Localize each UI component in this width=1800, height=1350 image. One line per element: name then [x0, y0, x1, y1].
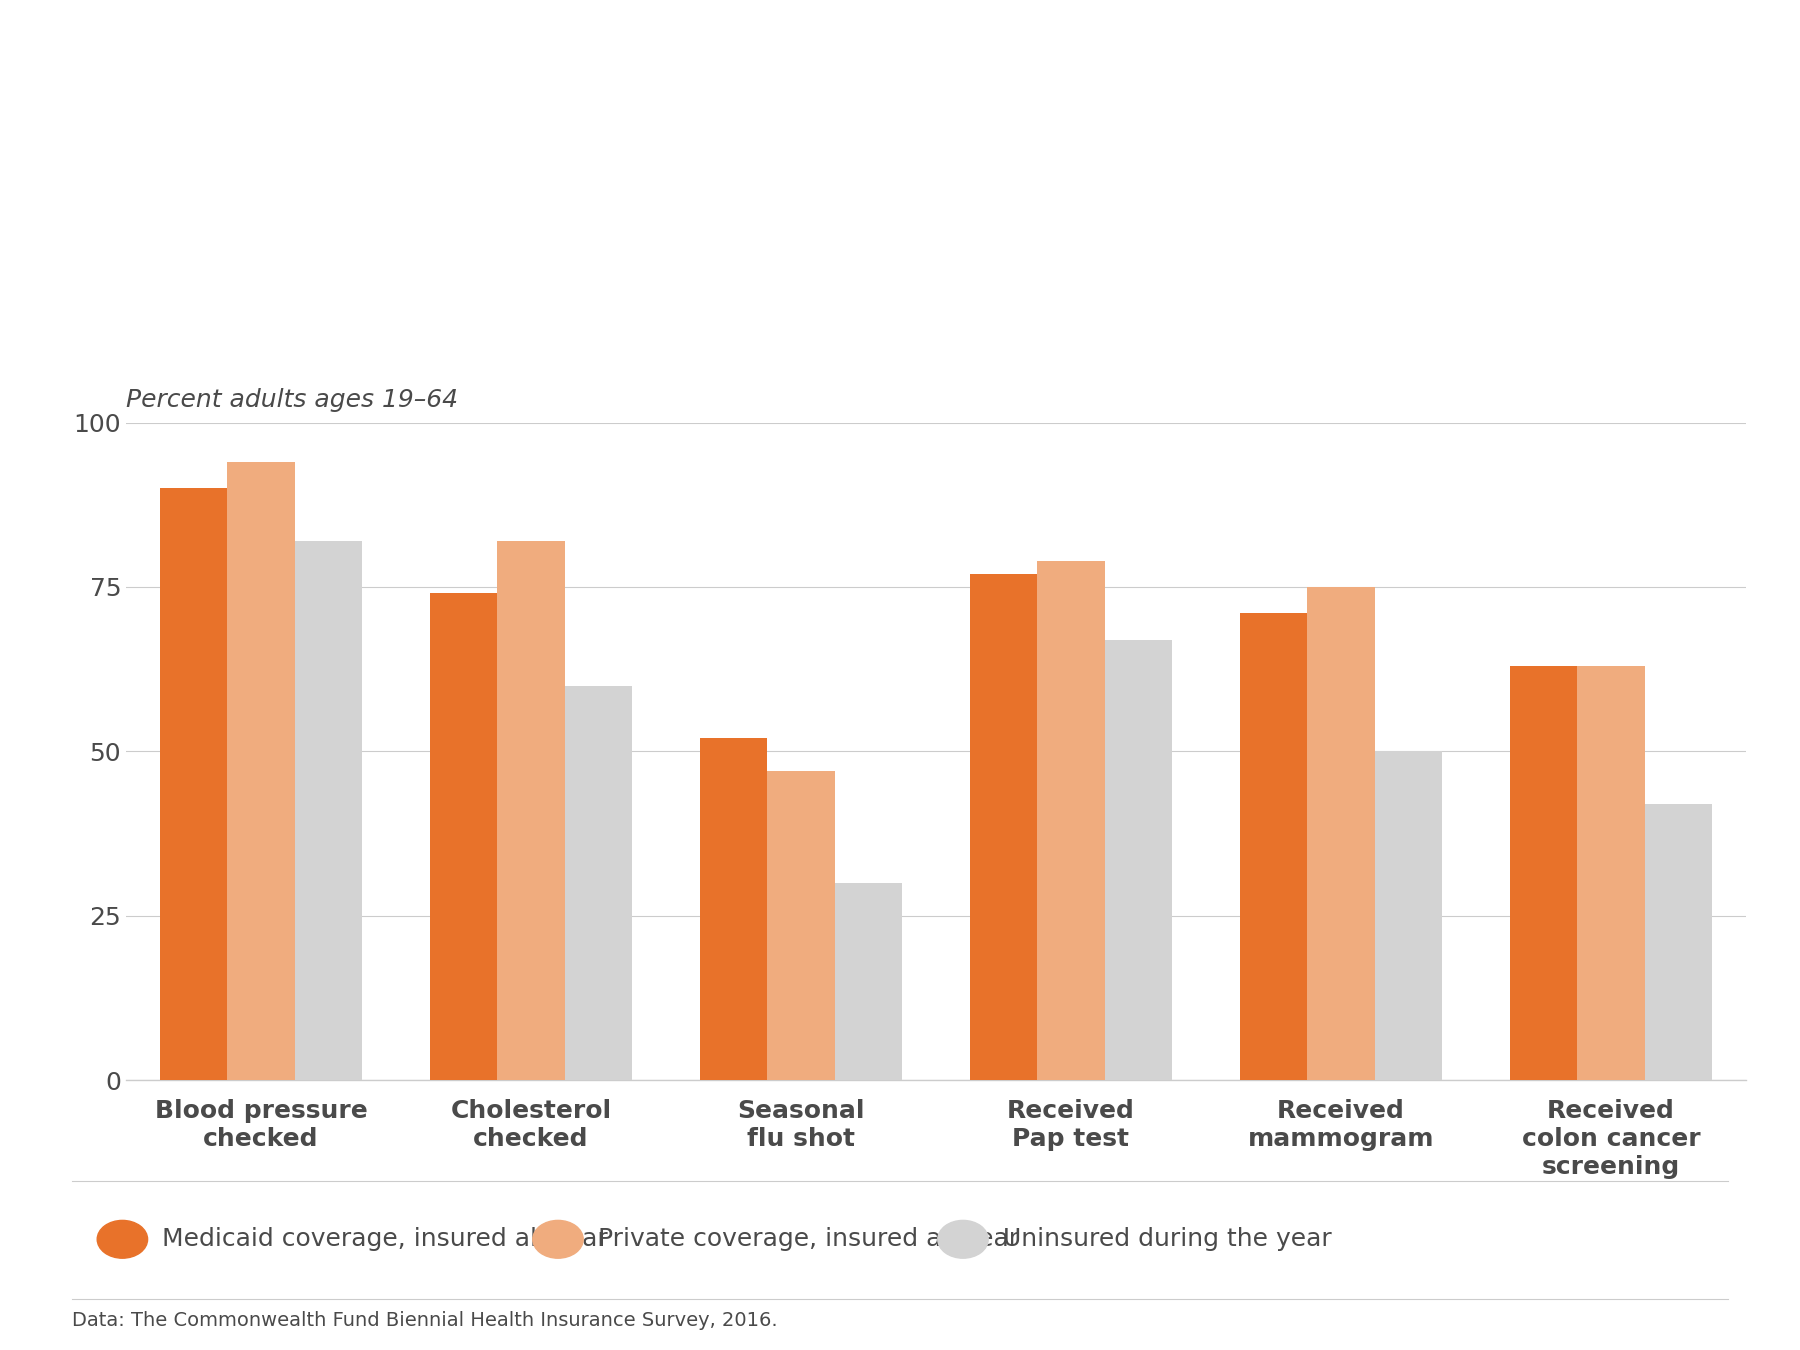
Circle shape [938, 1220, 988, 1258]
Bar [1240, 613, 1307, 1080]
Circle shape [533, 1220, 583, 1258]
Text: Medicaid Enrollees Get Preventive Care: Medicaid Enrollees Get Preventive Care [72, 100, 1436, 161]
Bar [700, 738, 767, 1080]
Bar [835, 883, 902, 1080]
Bar [430, 594, 497, 1080]
Bar [1510, 666, 1577, 1080]
Bar [1645, 803, 1712, 1080]
Text: and Cancer Screenings: and Cancer Screenings [72, 232, 864, 293]
Text: Percent adults ages 19–64: Percent adults ages 19–64 [126, 387, 457, 412]
Bar [970, 574, 1037, 1080]
Bar [160, 489, 227, 1080]
Text: Data: The Commonwealth Fund Biennial Health Insurance Survey, 2016.: Data: The Commonwealth Fund Biennial Hea… [72, 1311, 778, 1330]
Bar [1375, 752, 1442, 1080]
Text: Private coverage, insured all year: Private coverage, insured all year [598, 1227, 1019, 1251]
Text: Medicaid coverage, insured all year: Medicaid coverage, insured all year [162, 1227, 608, 1251]
Text: Uninsured during the year: Uninsured during the year [1003, 1227, 1332, 1251]
Bar [1105, 640, 1172, 1080]
Bar [1577, 666, 1645, 1080]
Bar [497, 541, 565, 1080]
Circle shape [97, 1220, 148, 1258]
Bar [295, 541, 362, 1080]
Bar [227, 462, 295, 1080]
Bar [767, 771, 835, 1080]
Bar [565, 686, 632, 1080]
Bar [1037, 560, 1105, 1080]
Bar [1307, 587, 1375, 1080]
